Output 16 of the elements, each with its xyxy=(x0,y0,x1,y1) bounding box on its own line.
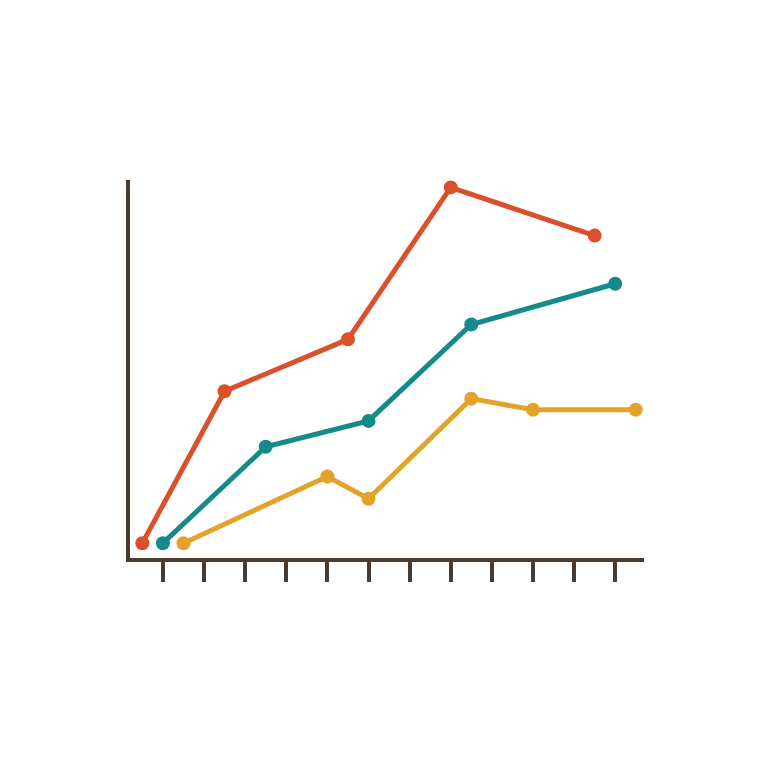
point xyxy=(525,402,540,417)
point xyxy=(361,491,376,506)
point xyxy=(135,536,150,551)
point xyxy=(464,317,479,332)
point xyxy=(340,332,355,347)
point xyxy=(217,384,232,399)
point xyxy=(176,536,191,551)
point xyxy=(587,228,602,243)
point xyxy=(628,402,643,417)
point xyxy=(258,439,273,454)
point xyxy=(155,536,170,551)
point xyxy=(361,413,376,428)
point xyxy=(320,469,335,484)
point xyxy=(464,391,479,406)
point xyxy=(608,276,623,291)
point xyxy=(443,180,458,195)
